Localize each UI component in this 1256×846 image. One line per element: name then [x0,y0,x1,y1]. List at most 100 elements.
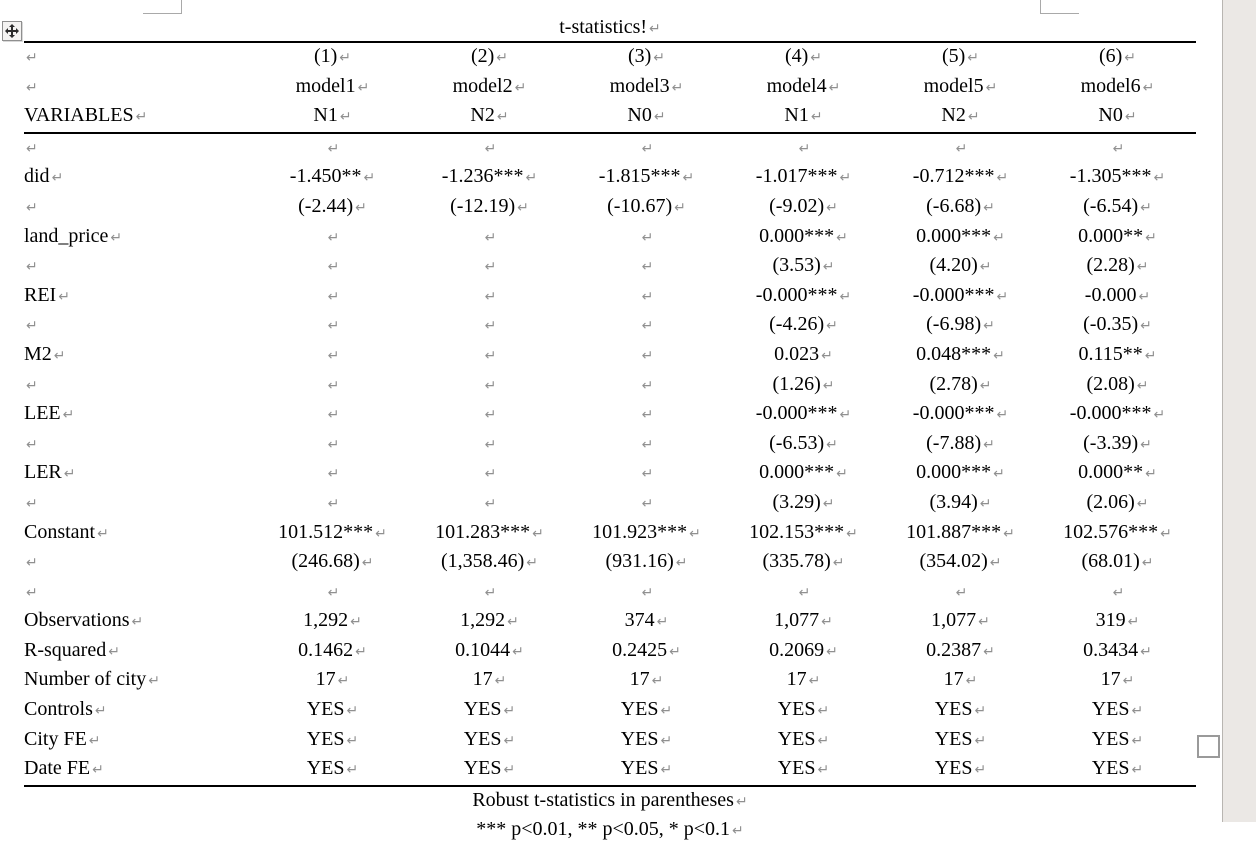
value-cell[interactable]: 101.923*** ↵ [568,519,725,549]
row-label-cell[interactable]: ↵ [24,578,254,608]
row-label-cell[interactable]: Observations ↵ [24,607,254,637]
value-cell[interactable]: 0.000*** ↵ [882,223,1039,253]
value-cell[interactable]: ↵ [254,223,411,253]
value-cell[interactable]: 0.1044 ↵ [411,637,568,667]
value-cell[interactable]: -1.017*** ↵ [725,163,882,193]
value-cell[interactable]: (-6.68) ↵ [882,193,1039,223]
value-cell[interactable]: ↵ [254,282,411,312]
value-cell[interactable]: -0.000*** ↵ [1039,400,1196,430]
value-cell[interactable]: -1.236*** ↵ [411,163,568,193]
row-label-cell[interactable]: ↵ [24,489,254,519]
value-cell[interactable]: ↵ [1039,133,1196,164]
value-cell[interactable]: ↵ [568,252,725,282]
table-title-paragraph[interactable]: t-statistics! ↵ [24,14,1196,43]
value-cell[interactable]: (5) ↵ [882,43,1039,73]
value-cell[interactable]: ↵ [254,430,411,460]
value-cell[interactable]: ↵ [254,371,411,401]
value-cell[interactable]: (931.16) ↵ [568,548,725,578]
value-cell[interactable]: ↵ [254,133,411,164]
value-cell[interactable]: 0.023 ↵ [725,341,882,371]
value-cell[interactable]: 102.153*** ↵ [725,519,882,549]
value-cell[interactable]: ↵ [411,252,568,282]
value-cell[interactable]: 17 ↵ [882,666,1039,696]
value-cell[interactable]: 0.000** ↵ [1039,459,1196,489]
value-cell[interactable]: 17 ↵ [254,666,411,696]
value-cell[interactable]: -0.000*** ↵ [725,400,882,430]
value-cell[interactable]: ↵ [254,459,411,489]
value-cell[interactable]: (246.68) ↵ [254,548,411,578]
value-cell[interactable]: ↵ [725,578,882,608]
value-cell[interactable]: ↵ [411,133,568,164]
value-cell[interactable]: ↵ [411,341,568,371]
value-cell[interactable]: YES ↵ [568,755,725,787]
value-cell[interactable]: ↵ [1039,578,1196,608]
value-cell[interactable]: ↵ [254,578,411,608]
note-robust-tstat[interactable]: Robust t-statistics in parentheses ↵ [24,787,1196,817]
value-cell[interactable]: (-6.53) ↵ [725,430,882,460]
value-cell[interactable]: 1,292 ↵ [411,607,568,637]
value-cell[interactable]: 0.1462 ↵ [254,637,411,667]
row-label-cell[interactable]: R-squared ↵ [24,637,254,667]
value-cell[interactable]: (1,358.46) ↵ [411,548,568,578]
value-cell[interactable]: (1) ↵ [254,43,411,73]
value-cell[interactable]: 374 ↵ [568,607,725,637]
value-cell[interactable]: model1 ↵ [254,73,411,103]
value-cell[interactable]: (68.01) ↵ [1039,548,1196,578]
row-label-cell[interactable]: LER ↵ [24,459,254,489]
value-cell[interactable]: model6 ↵ [1039,73,1196,103]
value-cell[interactable]: ↵ [882,133,1039,164]
value-cell[interactable]: -1.305*** ↵ [1039,163,1196,193]
value-cell[interactable]: -0.000*** ↵ [725,282,882,312]
value-cell[interactable]: ↵ [568,459,725,489]
value-cell[interactable]: YES ↵ [725,726,882,756]
value-cell[interactable]: (6) ↵ [1039,43,1196,73]
value-cell[interactable]: ↵ [568,223,725,253]
value-cell[interactable]: ↵ [411,311,568,341]
value-cell[interactable]: N0 ↵ [568,102,725,134]
value-cell[interactable]: -0.000*** ↵ [882,282,1039,312]
value-cell[interactable]: 102.576*** ↵ [1039,519,1196,549]
value-cell[interactable]: ↵ [411,459,568,489]
value-cell[interactable]: model3 ↵ [568,73,725,103]
row-label-cell[interactable]: ↵ [24,252,254,282]
value-cell[interactable]: ↵ [411,371,568,401]
value-cell[interactable]: N2 ↵ [411,102,568,134]
value-cell[interactable]: YES ↵ [411,755,568,787]
value-cell[interactable]: -1.450** ↵ [254,163,411,193]
value-cell[interactable]: ↵ [568,371,725,401]
row-label-cell[interactable]: REI ↵ [24,282,254,312]
value-cell[interactable]: (2.78) ↵ [882,371,1039,401]
value-cell[interactable]: (-0.35) ↵ [1039,311,1196,341]
value-cell[interactable]: 0.3434 ↵ [1039,637,1196,667]
value-cell[interactable]: 101.512*** ↵ [254,519,411,549]
row-label-cell[interactable]: Controls ↵ [24,696,254,726]
value-cell[interactable]: (-12.19) ↵ [411,193,568,223]
row-label-cell[interactable]: ↵ [24,43,254,73]
value-cell[interactable]: (3.94) ↵ [882,489,1039,519]
note-significance-legend[interactable]: *** p<0.01, ** p<0.05, * p<0.1 ↵ [24,816,1196,846]
value-cell[interactable]: (2.06) ↵ [1039,489,1196,519]
value-cell[interactable]: 17 ↵ [1039,666,1196,696]
value-cell[interactable]: 1,077 ↵ [725,607,882,637]
row-label-cell[interactable]: ↵ [24,193,254,223]
value-cell[interactable]: ↵ [568,430,725,460]
value-cell[interactable]: 319 ↵ [1039,607,1196,637]
row-label-cell[interactable]: land_price ↵ [24,223,254,253]
row-label-cell[interactable]: VARIABLES ↵ [24,102,254,134]
value-cell[interactable]: ↵ [568,282,725,312]
row-label-cell[interactable]: ↵ [24,548,254,578]
value-cell[interactable]: YES ↵ [411,726,568,756]
value-cell[interactable]: model5 ↵ [882,73,1039,103]
value-cell[interactable]: YES ↵ [254,755,411,787]
value-cell[interactable]: (4.20) ↵ [882,252,1039,282]
value-cell[interactable]: (4) ↵ [725,43,882,73]
row-label-cell[interactable]: ↵ [24,430,254,460]
value-cell[interactable]: ↵ [568,489,725,519]
value-cell[interactable]: (354.02) ↵ [882,548,1039,578]
vertical-scrollbar[interactable] [1222,0,1256,822]
row-label-cell[interactable]: City FE ↵ [24,726,254,756]
value-cell[interactable]: (-6.54) ↵ [1039,193,1196,223]
value-cell[interactable]: YES ↵ [411,696,568,726]
value-cell[interactable]: ↵ [411,282,568,312]
value-cell[interactable]: YES ↵ [568,696,725,726]
